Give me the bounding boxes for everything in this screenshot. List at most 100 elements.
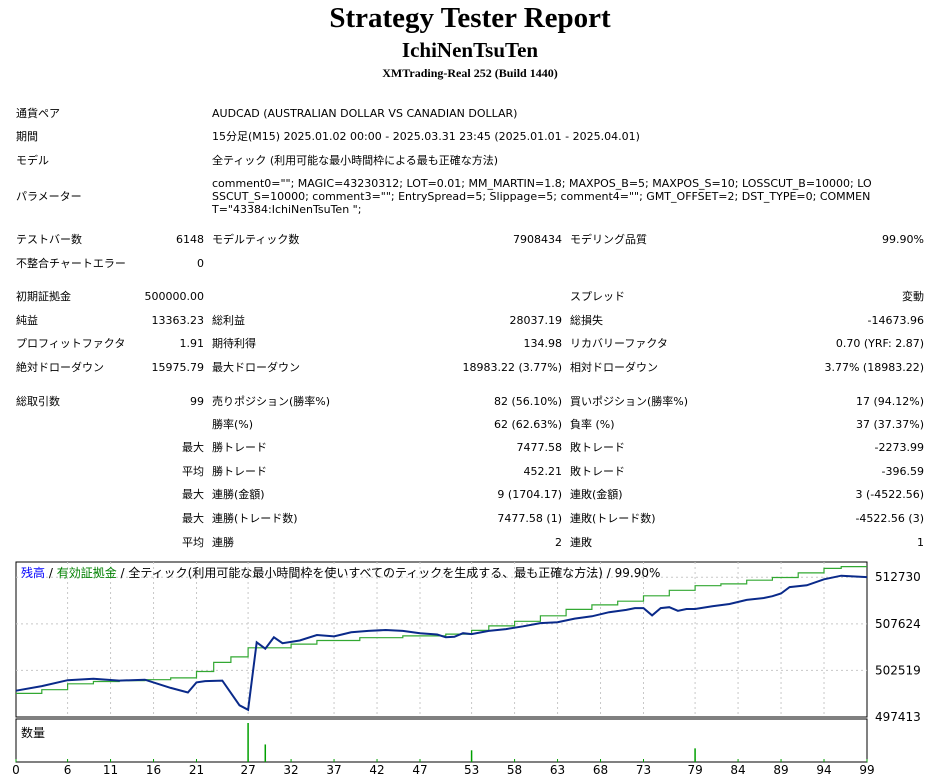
x-tick-label: 99 [859,763,874,777]
y-tick-label: 497413 [875,710,921,724]
pf-value: 1.91 [179,337,205,350]
expert-name: IchiNenTsuTen [401,38,539,62]
volume-bars [15,723,868,762]
chart-svg: 512730 507624 502519 497413 0 6 11 16 21 27 32 37 4… [12,561,921,777]
x-tick-label: 47 [412,763,427,777]
reldd-value: 3.77% (18983.22) [824,361,924,374]
volume-plot-frame [15,718,868,763]
ticks-label: モデルティック数 [212,233,300,246]
quality-value: 99.90% [882,233,924,246]
largest-loss-value: -2273.99 [874,441,924,454]
bars-label: テストバー数 [16,233,82,246]
y-tick-label: 512730 [875,570,921,584]
lossrate-label: 負率 (%) [570,418,615,431]
avgconsec-win-value: 2 [555,536,562,549]
x-tick-label: 27 [240,763,255,777]
y-tick-labels: 512730 507624 502519 497413 [875,570,921,724]
largest-win-value: 7477.58 [516,441,563,454]
spread-value: 変動 [902,290,924,303]
total-trades-label: 総取引数 [16,395,60,408]
x-tick-label: 21 [189,763,204,777]
balance-line [16,565,867,694]
legend-equity: 有効証拠金 [57,565,117,580]
maxconsec-win-value: 9 (1704.17) [497,488,562,501]
x-tick-label: 79 [687,763,702,777]
maxdd-label: 最大ドローダウン [212,361,300,374]
recovery-value: 0.70 (YRF: 2.87) [835,337,924,350]
maxprofit-loss-label: 連敗(トレード数) [570,512,656,525]
absdd-label: 絶対ドローダウン [16,361,104,374]
largest-loss-label: 敗トレード [570,441,625,454]
short-label: 売りポジション(勝率%) [212,395,331,408]
maxconsec-loss-value: 3 (-4522.56) [855,488,924,501]
grossprofit-value: 28037.19 [509,314,563,327]
maxprofit-loss-value: -4522.56 (3) [855,512,924,525]
x-tick-label: 68 [593,763,608,777]
maxconsec-win-label: 連勝(金額) [212,488,265,501]
maxprofit-win-value: 7477.58 (1) [497,512,562,525]
x-tick-label: 42 [369,763,384,777]
avgconsec-win-label: 連勝 [212,536,234,549]
netprofit-value: 13363.23 [151,314,205,327]
grid-lines [16,562,867,717]
x-tick-label: 63 [550,763,565,777]
x-tick-label: 6 [64,763,72,777]
symbol-label: 通貨ペア [16,107,60,120]
period-value: 15分足(M15) 2025.01.02 00:00 - 2025.03.31 … [212,130,640,143]
x-tick-label: 16 [146,763,161,777]
avgconsec-loss-value: 1 [917,536,924,549]
mismatch-value: 0 [197,257,204,270]
total-trades-value: 99 [190,395,204,408]
grossloss-label: 総損失 [570,314,603,327]
x-tick-labels: 0 6 11 16 21 27 32 37 42 47 53 58 63 68 73 79 84 89 94 99 [12,763,874,777]
max-label-3: 最大 [182,512,204,525]
winrate-value: 62 (62.63%) [493,418,562,431]
server-build: XMTrading-Real 252 (Build 1440) [382,66,558,80]
x-tick-label: 11 [103,763,118,777]
maxprofit-win-label: 連勝(トレード数) [212,512,298,525]
avg-loss-label: 敗トレード [570,465,625,478]
pf-label: プロフィットファクタ [16,337,126,350]
ticks-value: 7908434 [513,233,562,246]
chart-lines [15,565,868,712]
spread-label: スプレッド [570,290,625,303]
maxdd-value: 18983.22 (3.77%) [462,361,562,374]
legend-balance: 残高 [21,565,45,580]
netprofit-label: 純益 [16,314,38,327]
grossprofit-label: 総利益 [212,314,245,327]
y-tick-label: 502519 [875,663,921,677]
volume-label: 数量 [21,725,45,740]
x-tick-label: 58 [507,763,522,777]
balance-chart: 512730 507624 502519 497413 0 6 11 16 21 27 32 37 4… [0,560,940,780]
period-label: 期間 [16,130,38,143]
avg-win-value: 452.21 [523,465,563,478]
avg-win-label: 勝トレード [212,465,267,478]
model-value: 全ティック (利用可能な最小時間枠による最も正確な方法) [212,154,499,167]
max-label-2: 最大 [182,488,204,501]
deposit-value: 500000.00 [144,290,205,303]
reldd-label: 相対ドローダウン [570,361,658,374]
symbol-value: AUDCAD (AUSTRALIAN DOLLAR VS CANADIAN DO… [212,107,518,120]
report-title: Strategy Tester Report [329,2,611,34]
x-tick-label: 32 [283,763,298,777]
mismatch-label: 不整合チャートエラー [16,257,126,270]
params-label: パラメーター [16,190,82,203]
main-plot-frame [15,561,868,718]
short-value: 82 (56.10%) [493,395,562,408]
maxconsec-loss-label: 連敗(金額) [570,488,623,501]
largest-win-label: 勝トレード [212,441,267,454]
x-tick-label: 94 [816,763,831,777]
legend-desc: / 全ティック(利用可能な最小時間枠を使いすべてのティックを生成する、最も正確な… [117,565,661,580]
x-tick-label: 0 [12,763,20,777]
params-value: comment0=""; MAGIC=43230312; LOT=0.01; M… [212,177,872,216]
payoff-label: 期待利得 [212,337,256,350]
max-label: 最大 [182,441,204,454]
recovery-label: リカバリーファクタ [570,337,668,350]
equity-line [15,574,868,712]
x-tick-label: 53 [464,763,479,777]
model-label: モデル [16,154,49,167]
x-tick-label: 89 [773,763,788,777]
long-value: 17 (94.12%) [855,395,924,408]
quality-label: モデリング品質 [570,233,647,246]
long-label: 買いポジション(勝率%) [570,395,689,408]
